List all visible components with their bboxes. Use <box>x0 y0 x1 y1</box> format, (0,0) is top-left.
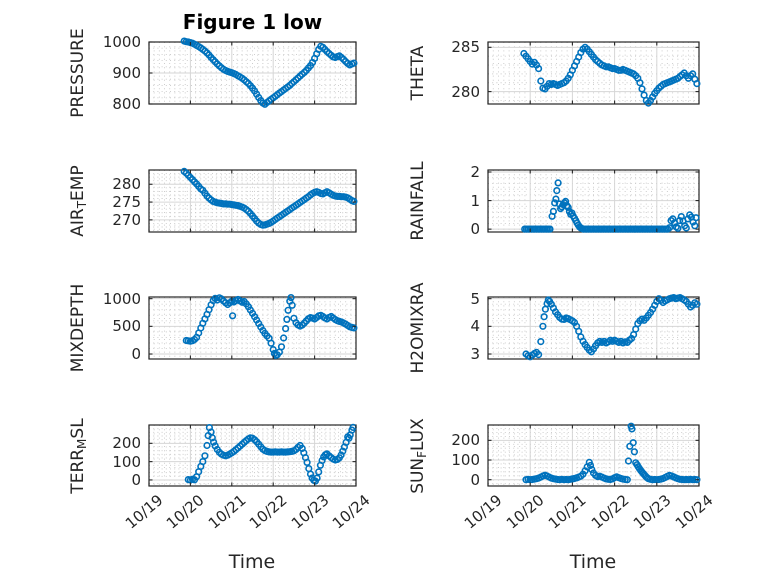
y-axis-label-subscript: M <box>75 438 89 449</box>
data-markers-air-temp <box>180 167 358 229</box>
plot-area-air-temp <box>148 167 358 233</box>
y-tick-label: 500 <box>112 317 141 336</box>
y-tick-label: 100 <box>451 451 480 470</box>
y-axis-label-text: EMP <box>68 165 88 201</box>
y-tick-label: 0 <box>131 470 141 489</box>
y-axis-label-text: H2OMIXRA <box>408 282 428 374</box>
y-axis-label-text: LUX <box>408 417 428 451</box>
y-tick-label: 900 <box>112 64 141 82</box>
y-tick-label: 280 <box>112 175 141 194</box>
y-tick-label: 1000 <box>102 33 141 51</box>
y-tick-label: 2 <box>470 163 480 181</box>
y-axis-label-subscript: F <box>415 450 429 458</box>
y-tick-label: 0 <box>470 470 480 489</box>
plot-area-mixdepth <box>148 294 358 360</box>
plot-area-rainfall <box>487 169 700 233</box>
y-tick-label: 1000 <box>102 289 141 308</box>
y-axis-label-text: SL <box>68 417 88 439</box>
y-axis-label-text: AIR <box>68 208 88 237</box>
y-tick-label: 285 <box>451 38 480 57</box>
plot-box <box>487 41 700 105</box>
y-tick-label: 0 <box>131 345 141 364</box>
x-axis-label-right: Time <box>569 551 617 573</box>
data-markers-h2omixra <box>522 294 701 361</box>
y-tick-label: 280 <box>451 82 480 101</box>
y-axis-label-text: THETA <box>408 45 428 101</box>
data-markers-terr-msl <box>184 423 357 485</box>
data-markers-pressure <box>180 37 358 108</box>
plot-area-sun-flux <box>487 422 701 487</box>
y-tick-label: 270 <box>112 210 141 229</box>
plot-area-pressure <box>148 37 358 108</box>
y-axis-label-text: TERR <box>68 448 88 494</box>
plot-box <box>487 424 700 487</box>
y-axis-label-text: SUN <box>408 457 428 494</box>
y-tick-label: 200 <box>451 431 480 450</box>
figure-title: Figure 1 low <box>182 10 323 34</box>
plot-area-terr-msl <box>148 423 357 487</box>
y-axis-label-text: PRESSURE <box>68 28 88 118</box>
y-axis-label-subscript: T <box>75 200 89 209</box>
y-tick-label: 275 <box>112 193 141 212</box>
y-axis-label-terr-msl: TERR M SL <box>67 376 89 536</box>
y-tick-label: 100 <box>112 452 141 471</box>
plot-box <box>148 424 357 487</box>
y-axis-label-sun-flux: SUN F LUX <box>407 376 429 536</box>
y-tick-label: 4 <box>470 317 480 336</box>
y-tick-label: 1 <box>470 191 480 210</box>
y-axis-label-text: RAINFALL <box>408 161 428 241</box>
data-markers-rainfall <box>521 179 700 233</box>
y-tick-label: 800 <box>112 95 141 113</box>
x-axis-label-left: Time <box>228 551 276 573</box>
plot-area-h2omixra <box>487 294 701 361</box>
y-tick-label: 0 <box>470 220 480 239</box>
data-markers-theta <box>520 43 701 107</box>
plot-box <box>487 296 700 360</box>
y-tick-label: 200 <box>112 434 141 453</box>
y-axis-label-text: MIXDEPTH <box>68 283 88 373</box>
y-tick-label: 3 <box>470 345 480 364</box>
y-tick-label: 5 <box>470 289 480 308</box>
plot-area-theta <box>487 41 701 107</box>
data-markers-sun-flux <box>522 422 701 484</box>
